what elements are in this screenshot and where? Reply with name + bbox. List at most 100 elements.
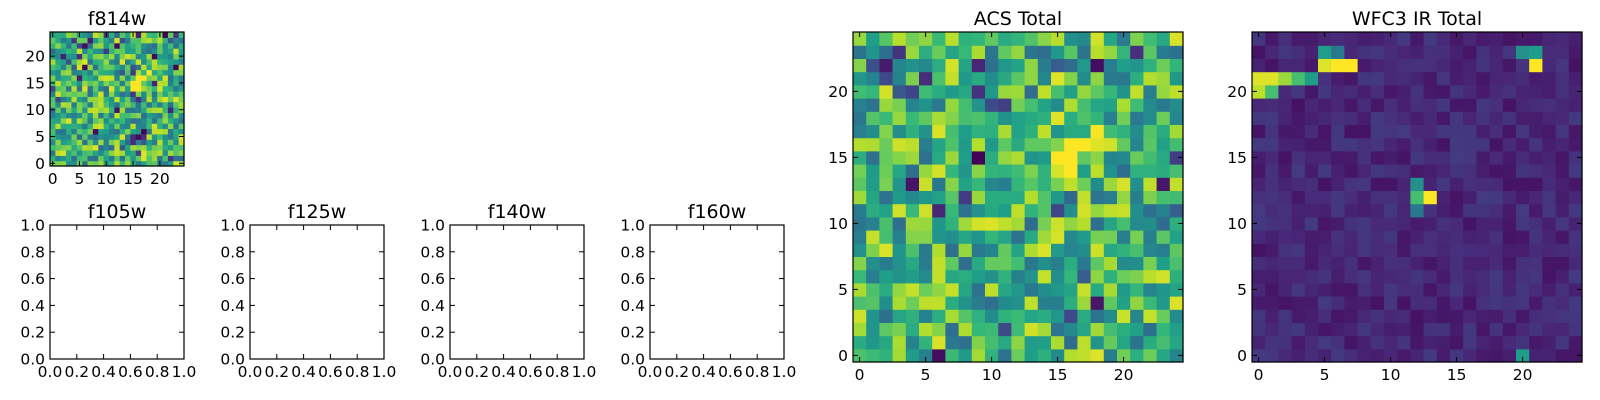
heatmap-cell: [959, 283, 973, 297]
heatmap-cell: [893, 230, 907, 244]
heatmap-cell: [71, 43, 77, 49]
heatmap-cell: [1384, 58, 1398, 72]
heatmap-cell: [71, 32, 77, 38]
heatmap-cell: [893, 270, 907, 284]
heatmap-cell: [1038, 256, 1052, 270]
heatmap-cell: [1318, 230, 1332, 244]
heatmap-cell: [88, 43, 94, 49]
heatmap-cell: [1025, 349, 1039, 363]
heatmap-cell: [1292, 309, 1306, 323]
heatmap-cell: [879, 270, 893, 284]
heatmap-cell: [919, 217, 933, 231]
heatmap-cell: [906, 138, 920, 152]
heatmap-cell: [1569, 32, 1583, 46]
heatmap-cell: [1064, 204, 1078, 218]
heatmap-cell: [1516, 85, 1530, 99]
heatmap-cell: [1318, 217, 1332, 231]
heatmap-cell: [1038, 151, 1052, 165]
heatmap-cell: [1104, 283, 1118, 297]
heatmap-cell: [972, 177, 986, 191]
panel-f125w: f125w0.0 0.2 0.4 0.6 0.8 1.00.00.20.40.60.81.…: [220, 201, 396, 381]
heatmap-cell: [1463, 243, 1477, 257]
heatmap-cell: [866, 177, 880, 191]
heatmap-cell: [66, 48, 72, 54]
heatmap-cell: [93, 134, 99, 140]
panel-f140w: f140w0.0 0.2 0.4 0.6 0.8 1.00.00.20.40.60.81.…: [420, 201, 596, 381]
heatmap-cell: [945, 98, 959, 112]
heatmap-cell: [1252, 243, 1266, 257]
heatmap-cell: [136, 80, 142, 86]
heatmap-cell: [98, 32, 104, 38]
heatmap-cell: [1331, 98, 1345, 112]
heatmap-cell: [168, 91, 174, 97]
heatmap-cell: [932, 283, 946, 297]
heatmap-cell: [157, 75, 163, 81]
heatmap-cell: [1450, 98, 1464, 112]
heatmap-cell: [1344, 111, 1358, 125]
heatmap-cell: [120, 134, 126, 140]
heatmap-cell: [1025, 230, 1039, 244]
heatmap-cell: [906, 58, 920, 72]
heatmap-cell: [98, 43, 104, 49]
heatmap-cell: [71, 53, 77, 59]
heatmap-cell: [1529, 72, 1543, 86]
heatmap-cell: [1011, 349, 1025, 363]
heatmap-cell: [985, 151, 999, 165]
heatmap-cell: [77, 80, 83, 86]
heatmap-cell: [972, 309, 986, 323]
heatmap-cell: [1278, 309, 1292, 323]
heatmap-cell: [985, 204, 999, 218]
heatmap-cell: [130, 75, 136, 81]
heatmap-cell: [88, 75, 94, 81]
heatmap-cell: [1397, 72, 1411, 86]
x-tick-label: 0.2: [64, 363, 89, 381]
heatmap-cell: [1476, 296, 1490, 310]
heatmap-cell: [1265, 58, 1279, 72]
heatmap-cell: [1516, 243, 1530, 257]
heatmap-cell: [114, 112, 120, 118]
heatmap-cell: [136, 155, 142, 161]
heatmap-cell: [1384, 124, 1398, 138]
heatmap-cell: [125, 48, 131, 54]
heatmap-cell: [1516, 164, 1530, 178]
heatmap-cell: [168, 53, 174, 59]
heatmap-cell: [1384, 270, 1398, 284]
heatmap-cell: [1025, 98, 1039, 112]
heatmap-cell: [1038, 270, 1052, 284]
heatmap-cell: [1143, 336, 1157, 350]
heatmap-cell: [163, 150, 169, 156]
heatmap-cell: [1305, 138, 1319, 152]
heatmap-cell: [173, 102, 179, 108]
heatmap-cell: [1170, 32, 1184, 46]
heatmap-cell: [1292, 85, 1306, 99]
heatmap-cell: [1371, 138, 1385, 152]
heatmap-cell: [1503, 45, 1517, 59]
heatmap-cell: [879, 164, 893, 178]
heatmap-cell: [1569, 243, 1583, 257]
heatmap-cell: [1278, 204, 1292, 218]
heatmap-cell: [125, 123, 131, 129]
heatmap-cell: [998, 45, 1012, 59]
heatmap-cell: [120, 145, 126, 151]
heatmap-cell: [104, 86, 110, 92]
heatmap-cell: [1410, 164, 1424, 178]
heatmap-cell: [1542, 322, 1556, 336]
heatmap-cell: [1064, 190, 1078, 204]
heatmap-cell: [1503, 256, 1517, 270]
heatmap-cell: [66, 128, 72, 134]
heatmap-cell: [1410, 111, 1424, 125]
heatmap-cell: [61, 64, 67, 70]
heatmap-cell: [1358, 296, 1372, 310]
heatmap-cell: [120, 32, 126, 38]
heatmap-cell: [141, 107, 147, 113]
heatmap-cell: [104, 64, 110, 70]
heatmap-cell: [1130, 322, 1144, 336]
heatmap-cell: [1490, 283, 1504, 297]
heatmap-cell: [1143, 256, 1157, 270]
heatmap-cell: [82, 48, 88, 54]
heatmap-cell: [998, 230, 1012, 244]
heatmap-cell: [61, 80, 67, 86]
heatmap-cell: [1091, 177, 1105, 191]
heatmap-cell: [77, 75, 83, 81]
heatmap-cell: [1091, 336, 1105, 350]
